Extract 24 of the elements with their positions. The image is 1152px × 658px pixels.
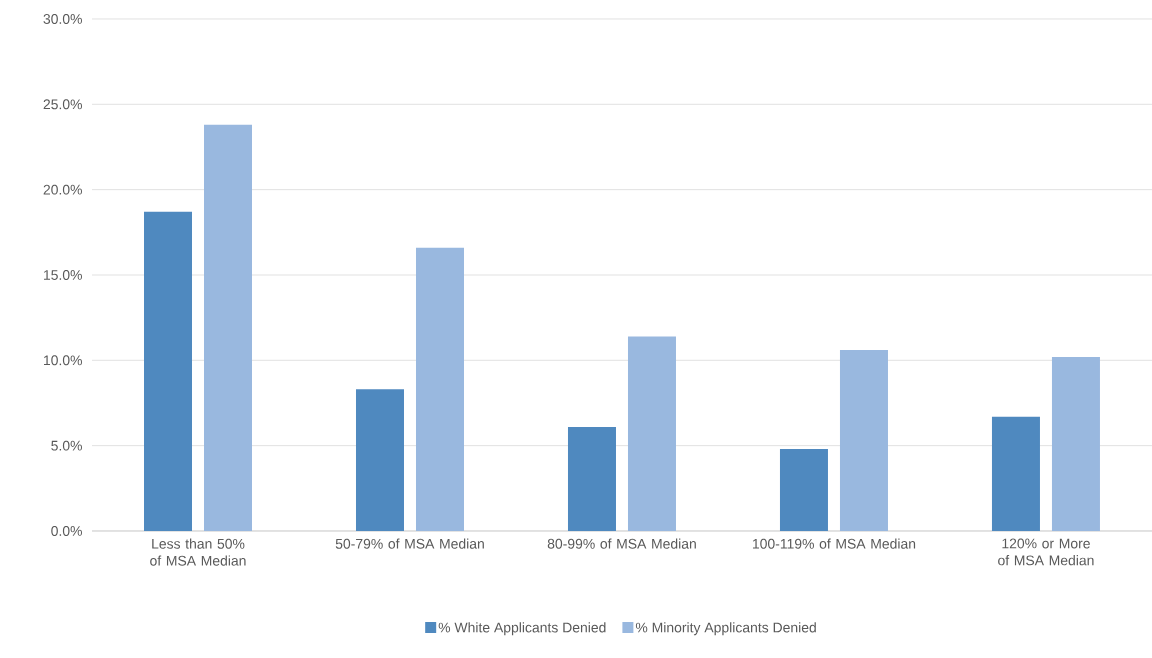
legend-label: % White Applicants Denied — [438, 622, 606, 636]
y-tick-label: 10.0% — [44, 355, 82, 366]
x-tick-label: 50-79% of MSA Median — [335, 538, 484, 549]
y-tick-label: 25.0% — [43, 99, 82, 110]
bar — [779, 449, 828, 531]
bar — [356, 389, 404, 531]
x-tick-label: Less than 50% of MSA Median — [150, 538, 246, 566]
bar — [1051, 356, 1100, 531]
bar — [415, 247, 464, 531]
bar — [567, 426, 616, 531]
y-tick-label: 15.0% — [44, 270, 82, 280]
bar — [204, 124, 252, 531]
legend-label: % Minority Applicants Denied — [635, 622, 816, 636]
x-tick-label: 120% or More of MSA Median — [998, 538, 1094, 566]
bar — [991, 416, 1040, 531]
x-tick-label: 100-119% of MSA Median — [752, 538, 916, 549]
y-tick-label: 0.0% — [51, 526, 82, 536]
y-tick-label: 20.0% — [43, 184, 82, 195]
x-tick-label: 80-99% of MSA Median — [547, 538, 696, 549]
y-tick-label: 30.0% — [43, 14, 82, 24]
bar — [839, 350, 888, 531]
bar — [144, 211, 192, 531]
y-tick-label: 5.0% — [51, 440, 82, 451]
bar — [627, 336, 676, 531]
